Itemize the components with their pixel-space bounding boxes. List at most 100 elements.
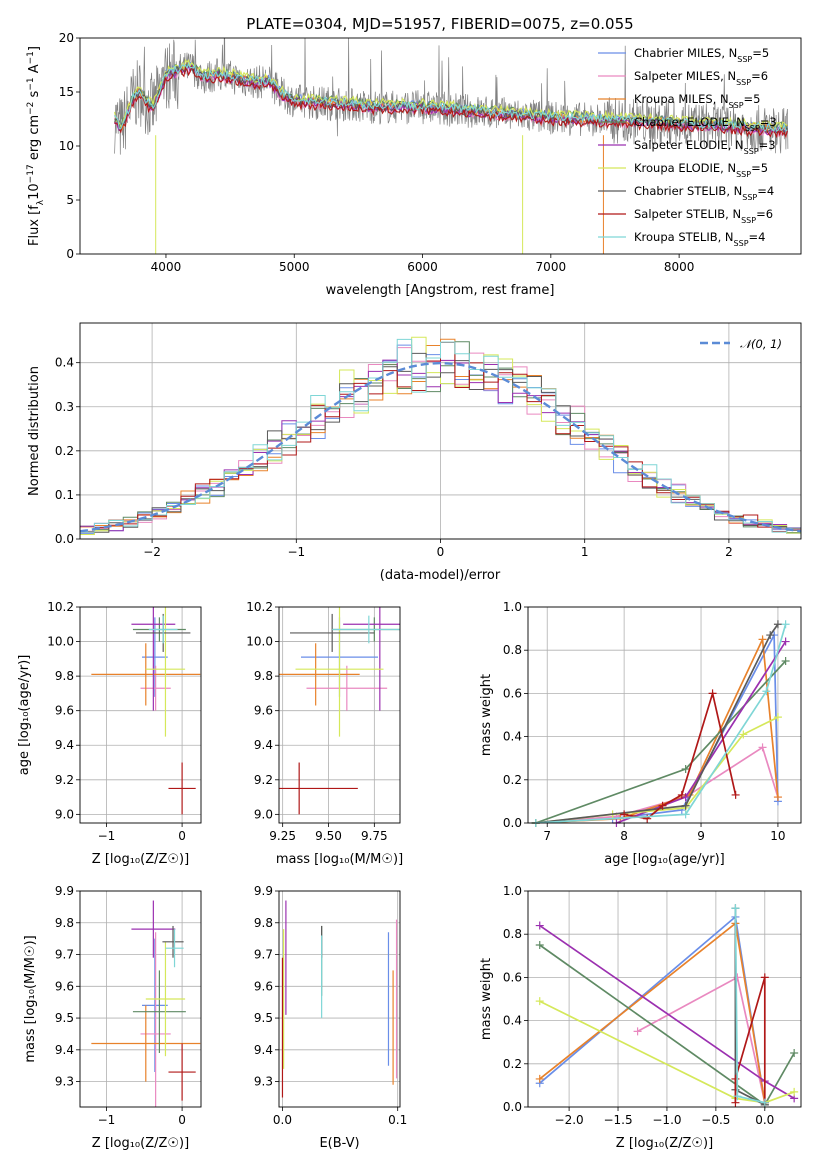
plus-marker — [620, 810, 629, 819]
chart-title: PLATE=0304, MJD=51957, FIBERID=0075, z=0… — [246, 15, 633, 33]
y-label-part: λ — [36, 199, 46, 205]
residuals-axes: −2 −1 0 1 2 0.0 0.1 0.2 0.3 0.4 (data-model)/error… — [27, 322, 802, 583]
plus-marker — [731, 1074, 740, 1083]
legend-entry-label: Chabrier ELODIE, NSSP=3 — [634, 115, 777, 133]
x-axis-label: Z [log₁₀(Z/Z☉)] — [616, 1136, 713, 1151]
plus-marker — [773, 713, 782, 722]
legend-text-part: SSP — [744, 147, 759, 156]
y-tick-label: 10.2 — [47, 600, 74, 614]
weight-series-line — [539, 1000, 795, 1104]
y-tick-label: 0.1 — [55, 488, 74, 502]
legend-entry-label: Salpeter MILES, NSSP=6 — [634, 69, 768, 87]
legend-entry-label: Chabrier MILES, NSSP=5 — [634, 46, 769, 64]
legend-text-part: =5 — [744, 92, 761, 106]
axes-frame — [79, 890, 202, 1108]
y-tick-label: 0.0 — [503, 816, 522, 830]
plus-marker — [758, 635, 767, 644]
y-tick-label: 9.9 — [254, 884, 273, 898]
legend-entry-label: Salpeter ELODIE, NSSP=3 — [634, 138, 776, 156]
plus-marker — [535, 921, 544, 930]
x-tick-label: −1 — [98, 829, 116, 843]
y-axis-label: mass weight — [479, 958, 494, 1040]
x-tick-label: 0 — [178, 1113, 186, 1127]
legend-text-part: Salpeter MILES, N — [634, 69, 736, 83]
mass-vs-Z-axes: −1 0 9.3 9.4 9.5 9.6 9.7 9.8 9.9 Z [log₁₀(Z/Z☉)] m… — [23, 884, 202, 1151]
legend-text-part: Salpeter STELIB, N — [634, 207, 741, 221]
y-tick-label: 15 — [59, 85, 74, 99]
y-tick-label: 9.8 — [55, 669, 74, 683]
y-tick-label: 9.6 — [254, 979, 273, 993]
x-tick-label: −1.0 — [652, 1113, 681, 1127]
y-tick-label: 9.7 — [254, 948, 273, 962]
legend-text-part: SSP — [742, 193, 757, 202]
plus-marker — [760, 1098, 769, 1107]
y-label-part: −1 — [26, 51, 36, 64]
y-axis-label: age [log₁₀(age/yr)] — [17, 655, 32, 776]
x-axis-label: (data-model)/error — [380, 568, 501, 583]
legend-entry-label: 𝒩(0, 1) — [740, 337, 782, 351]
x-tick-label: 7 — [543, 829, 551, 843]
x-tick-label: −2 — [143, 545, 161, 559]
errorbar-point — [295, 607, 384, 737]
errorbar-point — [279, 643, 360, 706]
x-tick-label: 8000 — [664, 260, 695, 274]
errorbar-point — [168, 762, 196, 815]
y-label-part: ] — [27, 46, 42, 51]
y-tick-label: 9.8 — [55, 916, 74, 930]
y-tick-label: 9.5 — [55, 1011, 74, 1025]
plus-marker — [658, 801, 667, 810]
y-tick-label: 9.4 — [55, 738, 74, 752]
plus-marker — [731, 904, 740, 913]
legend-text-part: Kroupa MILES, N — [634, 92, 729, 106]
y-label-part: −2 — [26, 102, 36, 115]
legend-entry-label: Kroupa ELODIE, NSSP=5 — [634, 161, 768, 179]
legend-text-part: Chabrier ELODIE, N — [634, 115, 745, 129]
x-tick-label: 8 — [620, 829, 628, 843]
legend-text-part: =5 — [751, 161, 768, 175]
errorbar-point — [165, 929, 184, 968]
model-fit-line — [114, 62, 788, 132]
y-axis-label: Normed distribution — [27, 366, 42, 496]
y-axis-label: mass weight — [479, 674, 494, 756]
errorbar-point — [332, 615, 400, 644]
x-tick-label: 4000 — [151, 260, 182, 274]
plus-marker — [739, 730, 748, 739]
legend-text-part: SSP — [736, 170, 751, 179]
plus-marker — [790, 1087, 799, 1096]
y-tick-label: 1.0 — [503, 600, 522, 614]
axes-frame — [278, 606, 401, 824]
y-label-part: −17 — [26, 164, 36, 183]
legend-text-part: Chabrier MILES, N — [634, 46, 737, 60]
plus-marker — [773, 793, 782, 802]
y-tick-label: 0.4 — [503, 730, 522, 744]
axes-frame — [79, 606, 202, 824]
y-axis-label: mass [log₁₀(M/M☉)] — [23, 935, 38, 1062]
legend-text-part: =4 — [757, 184, 774, 198]
legend-entry-label: Chabrier STELIB, NSSP=4 — [634, 184, 774, 202]
plus-marker — [681, 810, 690, 819]
x-tick-label: −2.0 — [555, 1113, 584, 1127]
x-axis-label: E(B-V) — [319, 1136, 359, 1151]
legend-text-part: SSP — [741, 216, 756, 225]
plus-marker — [733, 1092, 742, 1101]
plus-marker — [762, 687, 771, 696]
age-vs-Z-axes: −1 0 9.0 9.2 9.4 9.6 9.8 10.0 10.2 Z [log₁₀(Z/Z☉)… — [17, 600, 202, 867]
y-tick-label: 0.2 — [503, 773, 522, 787]
legend-text-part: SSP — [736, 78, 751, 87]
x-tick-label: 0.0 — [755, 1113, 774, 1127]
x-tick-label: 9.50 — [315, 829, 342, 843]
legend-text-part: =6 — [756, 207, 773, 221]
plus-marker — [790, 1049, 799, 1057]
x-tick-label: −1 — [287, 545, 305, 559]
y-tick-label: 0.2 — [503, 1057, 522, 1071]
legend-text-part: Kroupa STELIB, N — [634, 230, 734, 244]
legend-text-part: =3 — [759, 138, 776, 152]
x-axis-label: Z [log₁₀(Z/Z☉)] — [92, 852, 189, 867]
errorbar-point — [306, 665, 388, 711]
legend-text-part: =6 — [751, 69, 768, 83]
x-tick-label: 10 — [770, 829, 785, 843]
spectrum-data-line — [114, 38, 789, 155]
